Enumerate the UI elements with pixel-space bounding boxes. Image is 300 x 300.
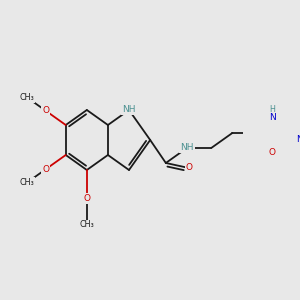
Text: NH: NH <box>122 106 136 115</box>
Text: N: N <box>296 134 300 143</box>
Text: CH₃: CH₃ <box>20 178 34 187</box>
Text: O: O <box>186 163 193 172</box>
Text: H: H <box>269 106 275 115</box>
Text: O: O <box>83 194 90 203</box>
Text: CH₃: CH₃ <box>80 220 94 230</box>
Text: O: O <box>42 165 49 174</box>
Text: O: O <box>269 148 276 157</box>
Text: N: N <box>269 113 276 122</box>
Text: CH₃: CH₃ <box>20 93 34 102</box>
Text: O: O <box>42 106 49 115</box>
Text: NH: NH <box>180 143 194 152</box>
